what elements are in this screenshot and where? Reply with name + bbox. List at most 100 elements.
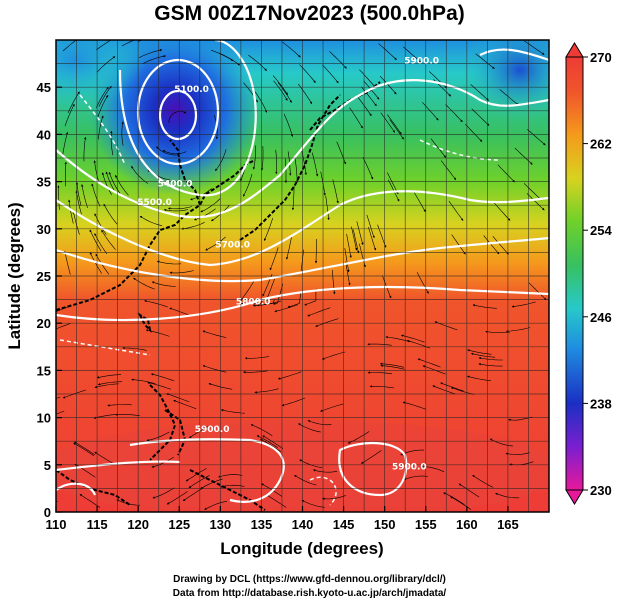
streamline: [336, 141, 347, 165]
streamline: [285, 235, 292, 260]
chart-title: GSM 00Z17Nov2023 (500.0hPa): [154, 2, 465, 25]
streamline: [163, 208, 189, 212]
streamline: [122, 346, 147, 351]
streamline: [413, 190, 426, 213]
streamline: [497, 164, 515, 183]
streamline: [403, 46, 422, 64]
streamline: [273, 80, 288, 101]
streamline: [322, 495, 347, 500]
streamline: [277, 82, 292, 103]
streamline: [450, 496, 472, 510]
streamline: [173, 399, 197, 410]
streamline: [75, 182, 82, 207]
streamline: [499, 89, 519, 106]
streamline: [248, 54, 267, 71]
streamline: [402, 401, 427, 410]
colorbar-tick-label: 246: [590, 310, 612, 325]
streamline: [262, 435, 284, 449]
streamline: [458, 483, 480, 498]
streamline: [64, 103, 75, 127]
streamline: [478, 363, 503, 367]
credits: Drawing by DCL (https://www.gfd-dennou.o…: [0, 573, 619, 601]
streamline: [131, 378, 156, 384]
streamline: [472, 475, 494, 488]
streamline: [346, 233, 352, 258]
streamline: [478, 356, 503, 361]
streamline: [294, 158, 299, 183]
x-tick-label: 160: [456, 517, 478, 532]
x-tick-label: 145: [333, 517, 355, 532]
streamline: [144, 299, 168, 308]
streamline: [429, 71, 448, 89]
streamline: [215, 149, 227, 172]
streamline: [379, 362, 405, 368]
streamline: [93, 160, 100, 185]
streamline: [73, 442, 95, 457]
y-axis-label: Latitude (degrees): [5, 202, 24, 349]
streamline: [63, 250, 71, 275]
streamline: [351, 226, 358, 251]
streamline: [389, 119, 404, 140]
streamline: [204, 501, 228, 510]
streamline: [505, 452, 530, 455]
streamline: [94, 213, 107, 235]
streamline: [369, 385, 395, 389]
streamline: [281, 41, 301, 58]
streamline: [301, 500, 325, 508]
colorbar-tick-label: 270: [590, 50, 612, 65]
streamline: [243, 370, 268, 374]
streamline: [101, 229, 116, 250]
streamline: [96, 40, 112, 51]
streamline: [315, 318, 339, 327]
streamline: [220, 484, 245, 488]
streamline: [485, 330, 510, 334]
streamline: [325, 195, 330, 221]
colorbar-tick-label: 238: [590, 396, 612, 411]
streamline: [81, 184, 88, 208]
streamline: [218, 474, 243, 478]
streamline: [101, 172, 112, 196]
streamline: [62, 40, 77, 52]
x-axis-label: Longitude (degrees): [220, 539, 383, 558]
credit-data: Data from http://database.rish.kyoto-u.a…: [172, 588, 447, 599]
y-tick-label: 10: [37, 411, 51, 426]
streamline: [380, 112, 395, 133]
colorbar-tick-label: 262: [590, 137, 612, 152]
streamline: [403, 475, 428, 481]
streamline: [252, 145, 257, 170]
colorbar-bottom-arrow: [565, 489, 584, 505]
streamline: [56, 410, 65, 415]
streamline: [73, 441, 95, 456]
streamline: [152, 487, 175, 499]
streamline: [185, 468, 207, 482]
streamline: [107, 404, 132, 407]
streamline: [79, 494, 101, 508]
streamline: [202, 330, 227, 338]
streamline: [94, 451, 116, 465]
streamline: [68, 199, 74, 224]
x-tick-label: 115: [87, 517, 108, 532]
streamline: [451, 234, 466, 255]
x-tick-label: 150: [374, 517, 396, 532]
streamline: [356, 221, 364, 246]
streamline: [91, 183, 101, 207]
x-tick-label: 140: [292, 517, 314, 532]
grid-lines: [56, 40, 549, 512]
streamline: [311, 152, 319, 177]
streamline: [367, 343, 392, 346]
contour-label: 5900.0: [404, 57, 439, 67]
x-tick-label: 165: [497, 517, 519, 532]
streamline: [263, 217, 273, 241]
streamline: [287, 291, 302, 308]
streamline: [62, 131, 69, 156]
y-tick-label: 35: [37, 175, 51, 190]
credit-drawing: Drawing by DCL (https://www.gfd-dennou.o…: [173, 574, 446, 585]
streamline: [291, 185, 295, 211]
streamline: [417, 358, 441, 368]
streamline: [200, 198, 221, 213]
streamline: [98, 115, 104, 140]
streamline: [495, 492, 519, 499]
streamline: [272, 75, 288, 95]
temperature-field: [56, 40, 549, 512]
streamline: [385, 336, 410, 342]
